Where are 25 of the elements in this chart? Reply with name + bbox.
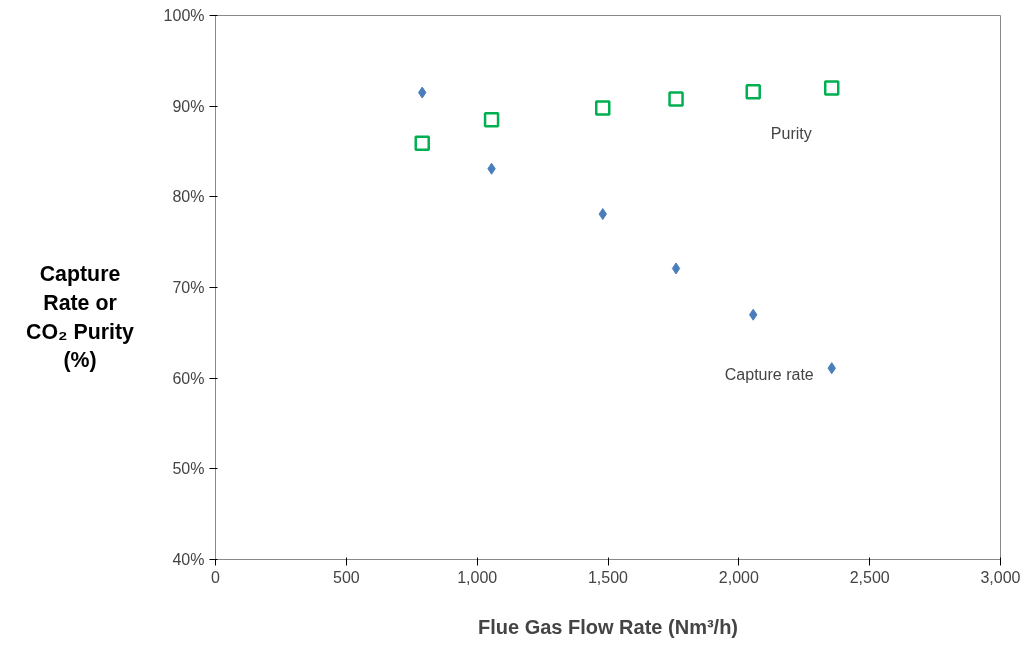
- point: [671, 262, 681, 275]
- y-tick-label: 40%: [172, 551, 205, 568]
- x-tick-label: 1,500: [587, 568, 629, 586]
- series-label: Purity: [770, 124, 812, 142]
- x-axis-title: Flue Gas Flow Rate (Nm³/h): [477, 615, 739, 638]
- point: [823, 80, 840, 96]
- series-label: Capture rate: [724, 365, 814, 383]
- y-tick-label: 70%: [172, 279, 205, 296]
- x-tick-label: 2,000: [718, 568, 759, 586]
- y-tick-label: 50%: [172, 460, 205, 478]
- x-tick-label: 1,000: [457, 568, 498, 586]
- y-tick-label: 80%: [172, 188, 205, 206]
- x-tick-label: 2,500: [849, 568, 890, 586]
- y-tick-label: 60%: [172, 369, 205, 387]
- x-tick-label: 500: [332, 568, 360, 586]
- point: [668, 91, 684, 107]
- point: [745, 83, 761, 100]
- point: [595, 100, 611, 116]
- x-tick-label: 0: [211, 568, 221, 586]
- y-tick-label: 90%: [172, 97, 205, 115]
- point: [483, 112, 500, 128]
- x-tick-label: 3,000: [980, 568, 1021, 586]
- y-tick-label: 100%: [163, 7, 205, 24]
- point: [414, 135, 430, 152]
- y-axis-title: Capture Rate or CO₂ Purity (%): [25, 261, 135, 375]
